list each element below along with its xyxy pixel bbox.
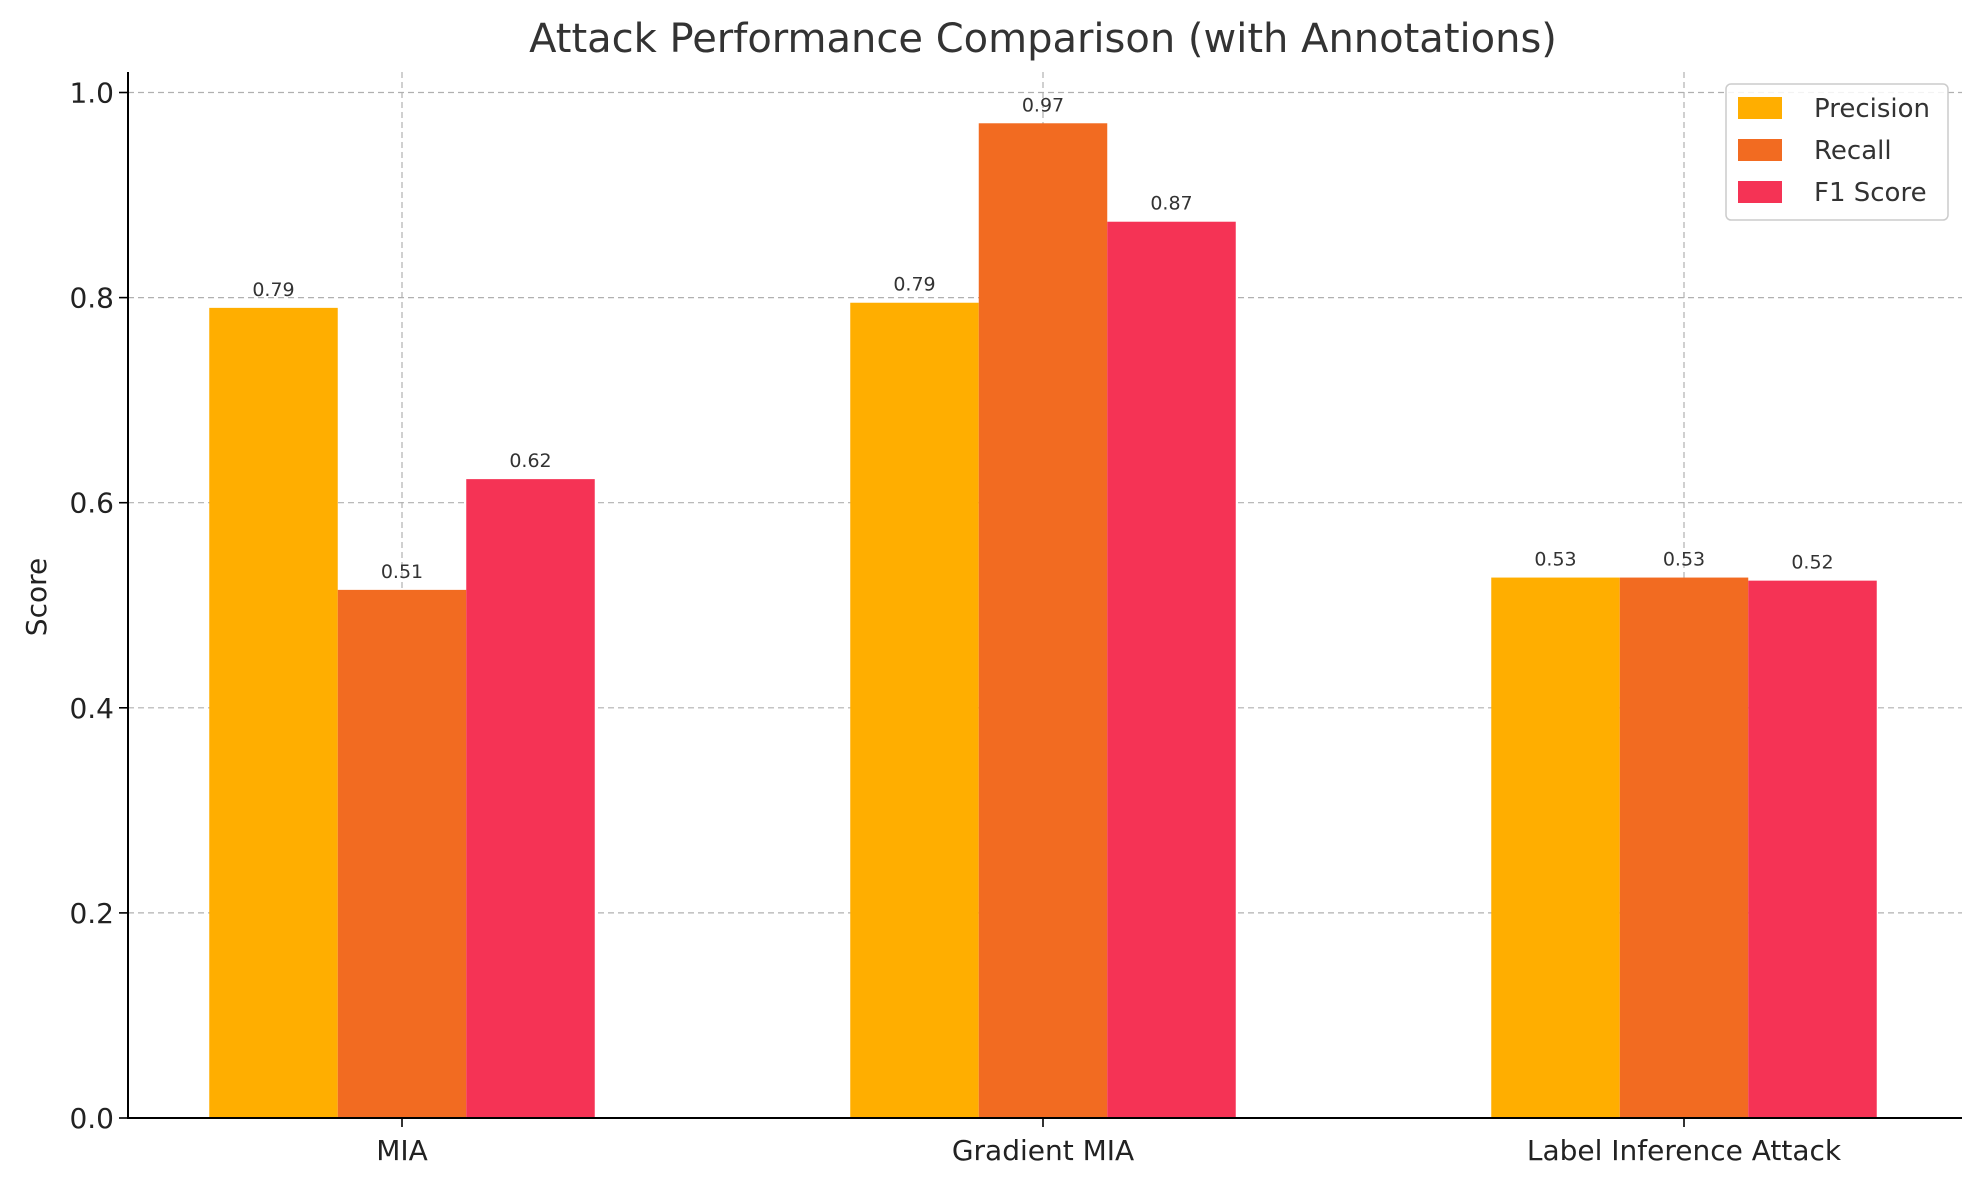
legend-swatch <box>1738 181 1782 203</box>
bar <box>1107 221 1236 1119</box>
bar-value-label: 0.87 <box>1150 193 1192 215</box>
x-tick-label: Label Inference Attack <box>1527 1134 1842 1167</box>
bar <box>1491 577 1620 1118</box>
bar <box>1748 580 1877 1118</box>
bar-value-label: 0.52 <box>1791 552 1833 574</box>
y-tick-label: 0.6 <box>69 487 114 520</box>
legend-swatch <box>1738 97 1782 119</box>
y-tick-label: 0.2 <box>69 897 114 930</box>
y-axis-label: Score <box>20 558 53 636</box>
legend: Precision Recall F1 Score <box>1725 83 1949 221</box>
y-tick-label: 0.0 <box>69 1102 114 1135</box>
chart-title: Attack Performance Comparison (with Anno… <box>529 16 1557 62</box>
bar <box>466 479 595 1118</box>
bar-value-label: 0.97 <box>1022 94 1064 116</box>
axes <box>119 72 1962 1127</box>
bar-value-label: 0.79 <box>252 279 294 301</box>
bar <box>209 307 338 1118</box>
bar <box>978 123 1108 1118</box>
y-tick-label: 1.0 <box>69 77 114 110</box>
tick-labels: 0.0 0.2 0.4 0.6 0.8 1.0 MIA Gradient MIA Label I… <box>69 77 1841 1167</box>
legend-label: Recall <box>1814 136 1892 166</box>
bar <box>1619 577 1749 1118</box>
y-tick-label: 0.8 <box>69 282 114 315</box>
bar-value-label: 0.79 <box>893 274 935 296</box>
bar-value-label: 0.53 <box>1663 549 1705 571</box>
bar <box>337 589 467 1118</box>
legend-swatch <box>1738 139 1782 161</box>
bar-value-label: 0.62 <box>509 450 551 472</box>
y-tick-label: 0.4 <box>69 692 114 725</box>
bar-value-label: 0.51 <box>381 561 423 583</box>
bar <box>850 302 979 1118</box>
legend-label: F1 Score <box>1814 178 1927 208</box>
legend-label: Precision <box>1814 94 1930 124</box>
x-tick-label: Gradient MIA <box>952 1134 1134 1167</box>
data-labels: 0.79 0.79 0.53 0.51 0.97 0.53 0.62 0.87 0.52 <box>252 94 1833 583</box>
bar-value-label: 0.53 <box>1534 549 1576 571</box>
bar-series <box>209 123 1877 1119</box>
x-tick-label: MIA <box>376 1134 428 1167</box>
